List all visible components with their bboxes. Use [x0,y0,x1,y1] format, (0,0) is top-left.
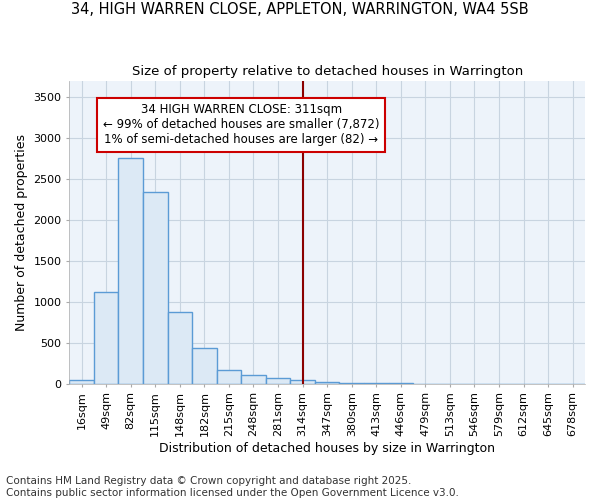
Text: Contains HM Land Registry data © Crown copyright and database right 2025.
Contai: Contains HM Land Registry data © Crown c… [6,476,459,498]
Bar [143,192,167,384]
Bar [290,380,315,384]
Text: 34, HIGH WARREN CLOSE, APPLETON, WARRINGTON, WA4 5SB: 34, HIGH WARREN CLOSE, APPLETON, WARRING… [71,2,529,18]
Bar [217,370,241,384]
Bar [167,312,192,384]
Title: Size of property relative to detached houses in Warrington: Size of property relative to detached ho… [131,65,523,78]
Bar [94,292,118,384]
Bar [70,380,94,384]
Y-axis label: Number of detached properties: Number of detached properties [15,134,28,330]
Text: 34 HIGH WARREN CLOSE: 311sqm
← 99% of detached houses are smaller (7,872)
1% of : 34 HIGH WARREN CLOSE: 311sqm ← 99% of de… [103,104,379,146]
Bar [241,376,266,384]
Bar [192,348,217,384]
Bar [315,382,340,384]
Bar [266,378,290,384]
Bar [118,158,143,384]
X-axis label: Distribution of detached houses by size in Warrington: Distribution of detached houses by size … [159,442,495,455]
Bar [340,383,364,384]
